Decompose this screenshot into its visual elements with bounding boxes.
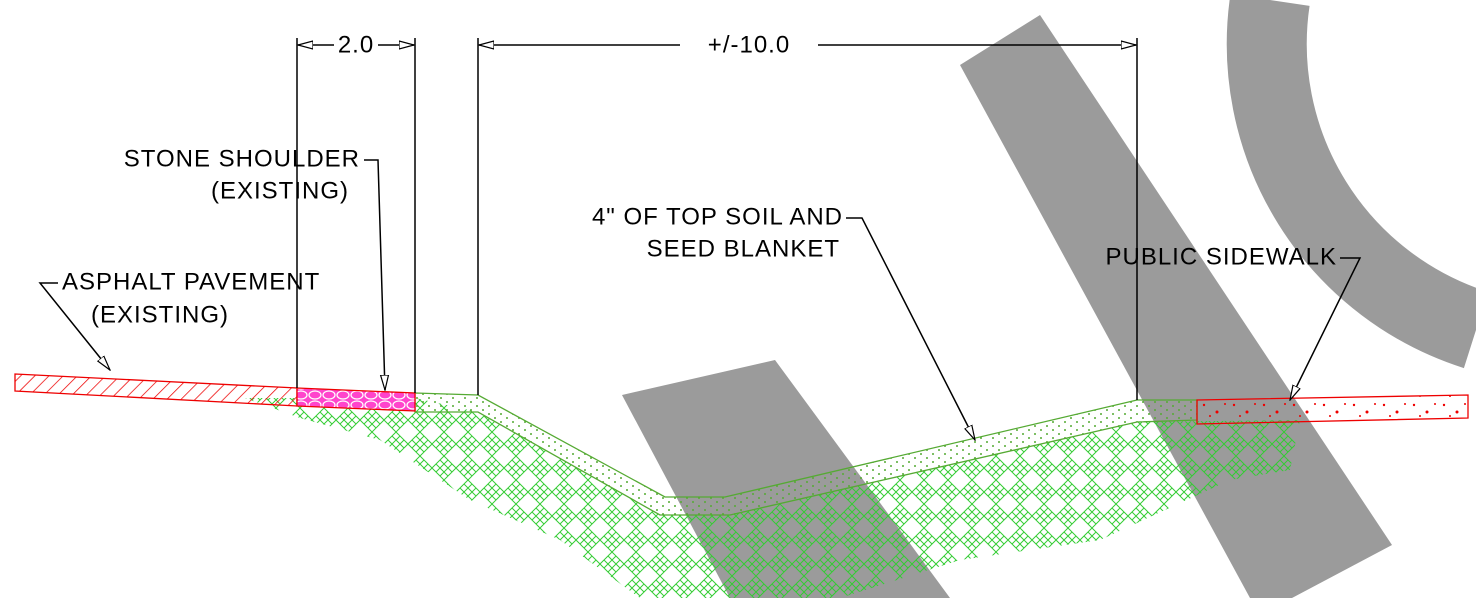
leaders [38, 159, 1362, 440]
callout-text: (EXISTING) [211, 177, 349, 204]
callout-text: PUBLIC SIDEWALK [1105, 243, 1337, 270]
callout-text: (EXISTING) [91, 301, 229, 328]
dimension-label: 2.0 [338, 31, 374, 58]
callout-text: 4" OF TOP SOIL AND [592, 203, 843, 230]
ground [14, 373, 1469, 598]
dimension-lines [296, 38, 1138, 400]
callout-text: SEED BLANKET [647, 235, 840, 262]
callout-text: STONE SHOULDER [124, 145, 360, 172]
dimension-label: +/-10.0 [708, 31, 790, 58]
callout-text: ASPHALT PAVEMENT [62, 268, 320, 295]
